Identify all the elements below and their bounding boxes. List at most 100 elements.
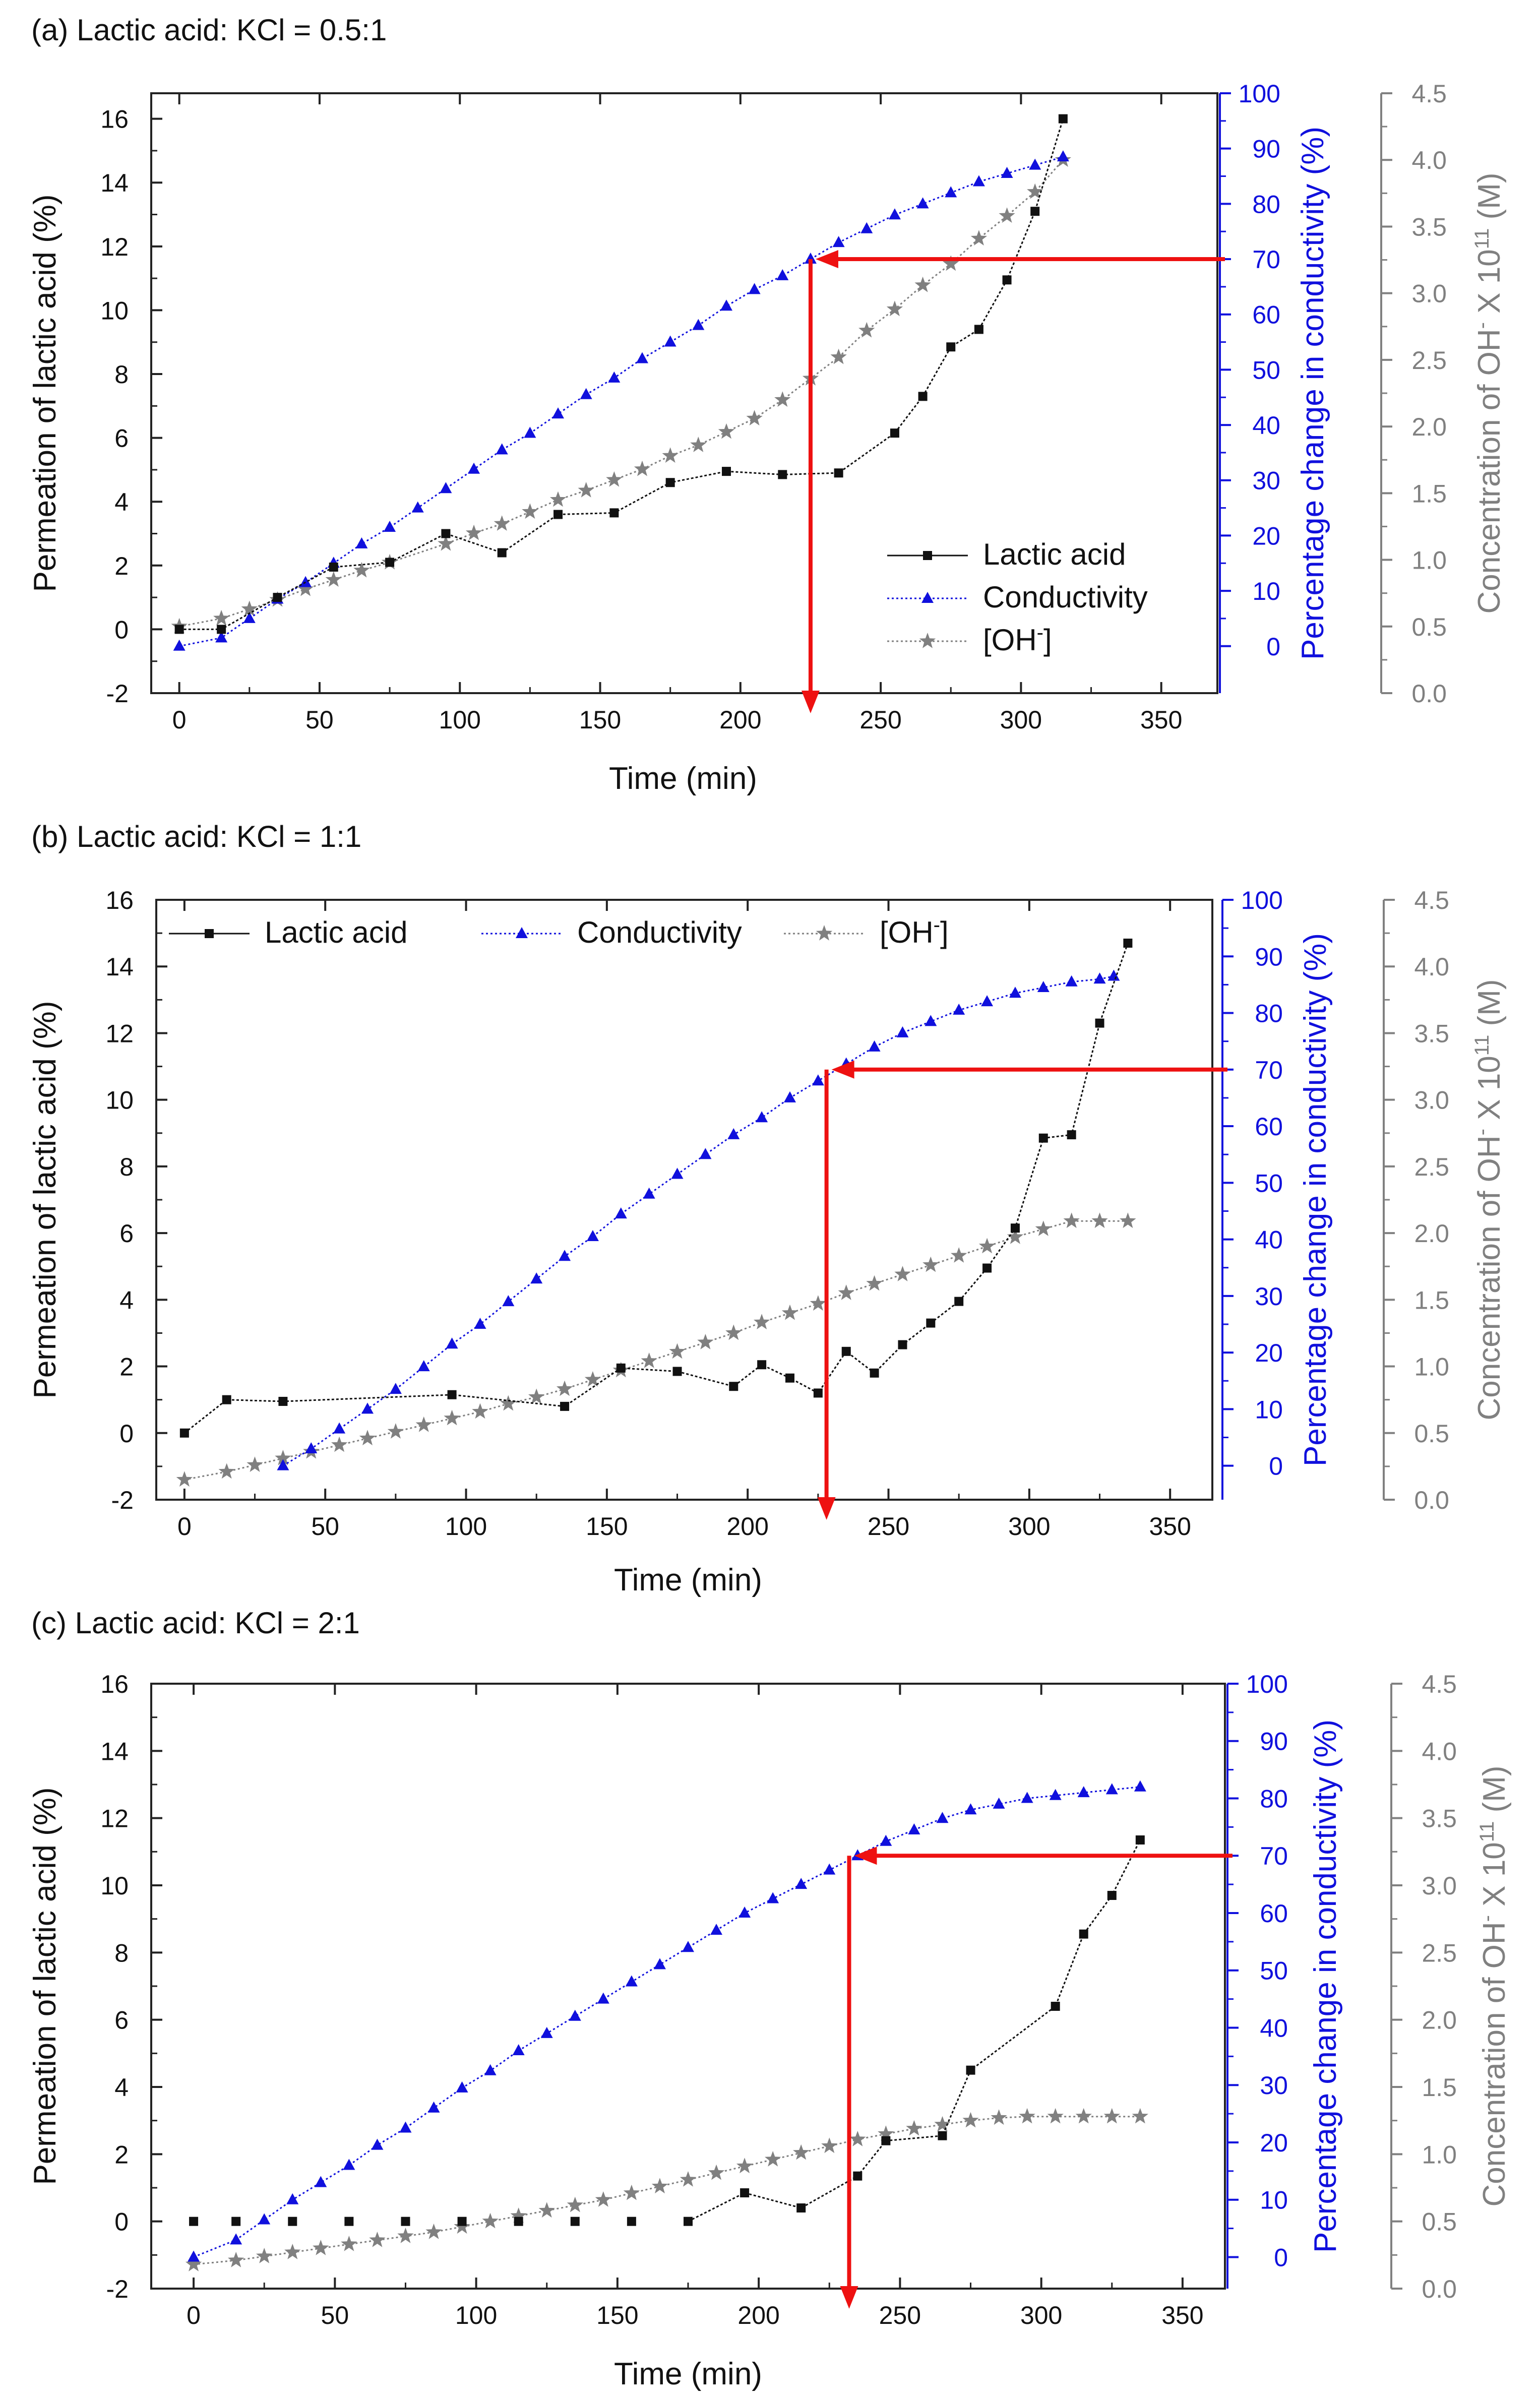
y-right1-tick-label: 30 — [1252, 467, 1280, 495]
point-conductivity — [540, 2026, 553, 2038]
y-right2-tick-label: 3.5 — [1422, 1805, 1457, 1833]
point-oh — [387, 1423, 404, 1439]
y-right1-tick-label: 90 — [1252, 135, 1280, 163]
point-conductivity — [512, 2044, 525, 2055]
point-conductivity — [643, 1187, 655, 1199]
point-oh — [454, 2218, 470, 2234]
y-right2-label-mid: X 10 — [1472, 1056, 1507, 1129]
point-oh — [774, 391, 791, 407]
legend-label-sup: - — [934, 914, 940, 936]
point-conductivity — [173, 639, 186, 651]
y-right2-label-end: (M) — [1477, 1766, 1512, 1821]
panel-c: (c) Lactic acid: KCl = 2:10 50 100 150 200 25… — [28, 1606, 1512, 2391]
point-conductivity — [361, 1402, 374, 1414]
x-tick-label: 0 — [177, 1512, 192, 1541]
point-conductivity — [860, 222, 873, 233]
point-oh — [595, 2191, 611, 2207]
point-oh — [991, 2109, 1007, 2125]
point-oh — [708, 2164, 725, 2180]
point-oh — [213, 609, 230, 626]
point-lactic — [982, 1263, 992, 1273]
point-conductivity — [832, 236, 845, 248]
y-left-tick-label: 2 — [119, 1353, 134, 1381]
point-conductivity — [299, 576, 312, 587]
y-right2-tick-label: 3.0 — [1411, 280, 1447, 308]
y-left-tick-label: -2 — [111, 1486, 134, 1514]
legend-label: Conductivity — [983, 580, 1148, 614]
point-lactic — [447, 1390, 457, 1399]
series-conductivity — [188, 1780, 1146, 2262]
legend-label: [OH-] — [880, 914, 949, 949]
y-left-tick-label: 10 — [100, 1872, 129, 1900]
y-right1-tick-label: 0 — [1269, 1452, 1283, 1481]
series-line-oh — [184, 1220, 1128, 1481]
point-lactic — [616, 1363, 626, 1373]
y-right1-axis-label: Percentage change in conductivity (%) — [1296, 127, 1330, 660]
x-tick-label: 150 — [586, 1512, 628, 1541]
annotation-arrows — [840, 1847, 1233, 2309]
y-right2-tick-label: 2.0 — [1422, 2006, 1457, 2035]
point-conductivity — [748, 283, 761, 294]
point-conductivity — [411, 501, 424, 513]
y-left-tick-label: 4 — [119, 1286, 134, 1314]
point-oh — [438, 535, 454, 551]
point-oh — [176, 1471, 193, 1487]
point-conductivity — [664, 335, 676, 347]
x-axis-label: Time (min) — [614, 1563, 762, 1597]
y-right2-tick-label: 1.0 — [1411, 546, 1447, 575]
point-oh — [1091, 1212, 1108, 1228]
point-oh — [247, 1456, 263, 1472]
point-oh — [241, 600, 258, 617]
y-right2-axis-label: Concentration of OH- X 1011 (M) — [1476, 1766, 1512, 2207]
arrow-head-down — [801, 691, 820, 713]
point-conductivity — [1134, 1780, 1146, 1792]
point-conductivity — [868, 1040, 881, 1052]
y-right1-tick-label: 100 — [1239, 80, 1280, 108]
x-tick-label: 50 — [305, 706, 334, 734]
point-conductivity — [355, 537, 368, 548]
point-oh — [415, 1416, 432, 1432]
point-oh — [494, 515, 510, 531]
point-lactic — [966, 2065, 975, 2075]
point-oh — [1007, 1228, 1024, 1244]
point-lactic — [1058, 114, 1068, 124]
y-left-tick-label: 6 — [114, 424, 129, 453]
point-lactic — [457, 2217, 467, 2226]
y-right2-tick-label: 1.5 — [1414, 1286, 1449, 1314]
series-line-conductivity — [282, 975, 1114, 1466]
point-oh — [556, 1380, 573, 1396]
legend-marker — [205, 929, 214, 938]
x-tick-label: 0 — [172, 706, 187, 734]
x-tick-label: 150 — [596, 2301, 638, 2329]
y-right2-label-sup2: 11 — [1476, 1821, 1498, 1842]
y-right1-tick-label: 90 — [1255, 943, 1283, 971]
point-conductivity — [530, 1272, 543, 1284]
point-lactic — [1051, 2002, 1060, 2011]
point-oh — [1132, 2108, 1148, 2124]
y-left-tick-label: -2 — [106, 680, 129, 708]
point-conductivity — [1029, 158, 1041, 170]
point-lactic — [441, 529, 451, 538]
point-oh — [1027, 183, 1043, 199]
point-conductivity — [727, 1128, 740, 1139]
point-lactic — [898, 1340, 907, 1349]
point-conductivity — [586, 1229, 599, 1241]
y-right2-tick-label: 4.0 — [1414, 953, 1449, 981]
y-right2-tick-label: 0.0 — [1411, 680, 1447, 708]
point-lactic — [560, 1401, 570, 1411]
point-lactic — [954, 1297, 964, 1306]
y-left-tick-label: 6 — [114, 2006, 129, 2035]
y-right1-tick-label: 60 — [1252, 301, 1280, 329]
x-tick-label: 300 — [1008, 1512, 1050, 1541]
y-right2-tick-label: 4.0 — [1411, 146, 1447, 174]
x-tick-label: 200 — [719, 706, 761, 734]
point-oh — [284, 2244, 301, 2259]
point-lactic — [1123, 938, 1133, 948]
point-conductivity — [804, 253, 817, 264]
y-left-axis-label: Permeation of lactic acid (%) — [28, 194, 63, 592]
point-conductivity — [230, 2233, 242, 2245]
y-right2-label-end: (M) — [1472, 979, 1507, 1035]
point-oh — [999, 207, 1015, 223]
legend: Lactic acid Conductivity [OH-] — [169, 914, 949, 949]
point-oh — [623, 2184, 640, 2200]
